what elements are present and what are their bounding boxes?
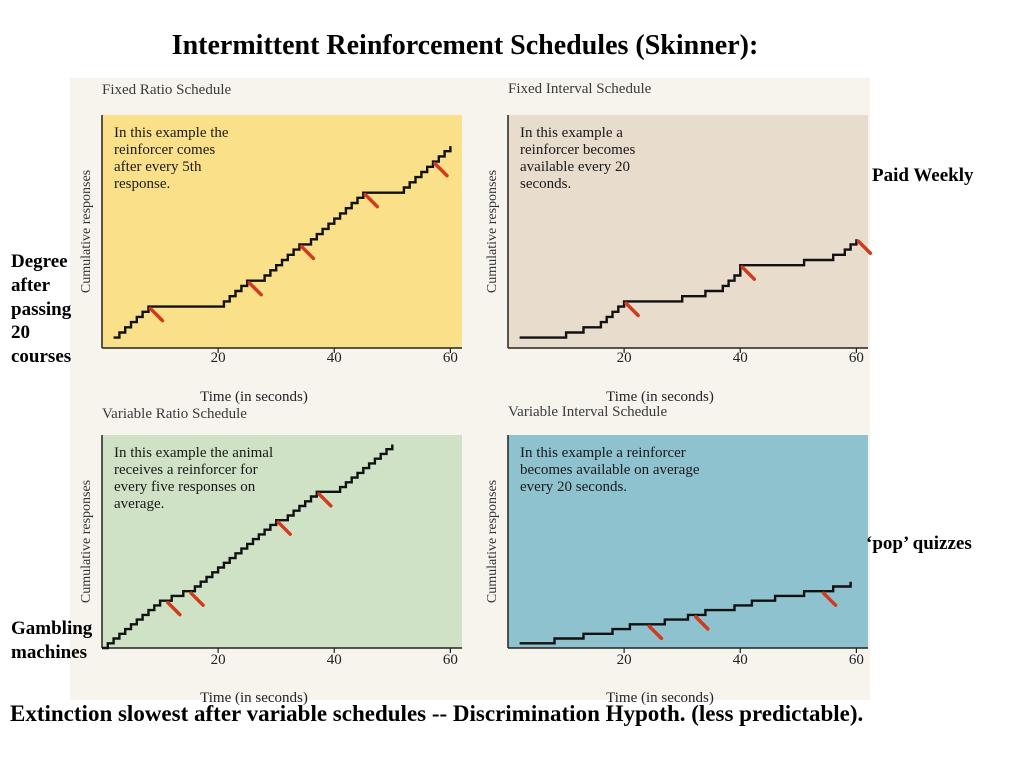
panel-title-variable-ratio: Variable Ratio Schedule [102, 406, 247, 422]
fixed-interval-plot: 20 40 60 Time (in seconds) Cumulative respon… [485, 115, 873, 405]
annotation-line: becomes available on average [520, 462, 700, 478]
variable-ratio-plot: 20 40 60 Time (in seconds) Cumulative respon… [79, 435, 462, 706]
plot-background [102, 435, 462, 648]
x-axis-label: Time (in seconds) [606, 389, 714, 405]
annotation-line: seconds. [520, 176, 571, 192]
annotation-line: In this example a reinforcer [520, 445, 686, 461]
annotation-line: every 20 seconds. [520, 479, 627, 495]
y-axis-label: Cumulative responses [79, 480, 94, 603]
reinforcer-mark [189, 591, 205, 607]
chart-fixed-ratio: 20 40 60 Time (in seconds) Cumulative respon… [72, 100, 462, 405]
reinforcer-mark [247, 280, 263, 297]
x-tick-label: 60 [443, 652, 458, 668]
x-axis-label: Time (in seconds) [200, 690, 308, 706]
reinforcer-mark [166, 600, 182, 617]
cumulative-response-line [519, 239, 858, 339]
x-tick-label: 20 [211, 652, 226, 668]
annotation-degree: Degree after passing 20 courses [11, 250, 71, 369]
x-tick-label: 40 [327, 350, 342, 366]
annotation-degree-line: after [11, 274, 51, 296]
annotation-line: after every 5th [114, 159, 202, 175]
fixed-ratio-plot: 20 40 60 Time (in seconds) Cumulative respon… [79, 115, 462, 405]
annotation-line: In this example the [114, 125, 229, 141]
x-axis-label: Time (in seconds) [200, 389, 308, 405]
slide-title: Intermittent Reinforcement Schedules (Sk… [171, 30, 759, 61]
reinforcer-mark [276, 520, 292, 536]
x-tick-label: 60 [849, 350, 864, 366]
y-axis-label: Cumulative responses [485, 170, 500, 293]
annotation-line: receives a reinforcer for [114, 462, 258, 478]
schedules-figure: Fixed Ratio Schedule Fixed Interval Sche… [70, 78, 873, 706]
annotation-line: available every 20 [520, 159, 630, 175]
annotation-text: In this example the reinforcer comes after… [114, 125, 229, 192]
x-tick-label: 60 [443, 350, 458, 366]
annotation-line: reinforcer becomes [520, 142, 636, 158]
chart-variable-interval: 20 40 60 Time (in seconds) Cumulative respon… [478, 424, 868, 706]
reinforcer-mark [148, 306, 165, 323]
reinforcer-mark [647, 624, 664, 641]
plot-background [508, 115, 868, 348]
reinforcer-mark [740, 265, 757, 281]
y-axis-label: Cumulative responses [485, 480, 500, 603]
y-axis-label: Cumulative responses [79, 170, 94, 293]
annotation-text: In this example a reinforcer becomes avail… [520, 125, 636, 192]
x-tick-label: 40 [733, 652, 748, 668]
annotation-paid-weekly: Paid Weekly [872, 165, 974, 186]
cumulative-response-line [113, 146, 452, 339]
x-tick-label: 40 [327, 652, 342, 668]
reinforcer-mark [317, 492, 333, 508]
reinforcer-mark [821, 591, 838, 607]
annotation-text: In this example the animal receives a rei… [114, 445, 273, 512]
chart-fixed-interval: 20 40 60 Time (in seconds) Cumulative respon… [478, 100, 873, 405]
reinforcer-mark [694, 615, 710, 631]
annotation-pop-quizzes: ‘pop’ quizzes [866, 533, 972, 554]
reinforcer-mark [624, 301, 640, 318]
x-tick-label: 40 [733, 350, 748, 366]
x-tick-label: 20 [617, 350, 632, 366]
x-tick-label: 20 [211, 350, 226, 366]
annotation-degree-line: Degree [11, 251, 68, 272]
footer-text: Extinction slowest after variable schedu… [10, 701, 864, 726]
annotation-line: every five responses on [114, 479, 256, 495]
reinforcer-mark [299, 244, 316, 261]
plot-background [102, 115, 462, 348]
panel-title-fixed-ratio: Fixed Ratio Schedule [102, 82, 232, 98]
annotation-line: In this example a [520, 125, 623, 141]
reinforcer-mark [433, 161, 449, 178]
variable-interval-plot: 20 40 60 Time (in seconds) Cumulative respon… [485, 435, 868, 706]
panel-title-variable-interval: Variable Interval Schedule [508, 404, 668, 420]
plot-background [508, 435, 868, 648]
x-axis-label: Time (in seconds) [606, 690, 714, 706]
annotation-gambling-line: machines [11, 641, 87, 663]
annotation-gambling-line: Gambling [11, 618, 93, 639]
annotation-line: reinforcer comes [114, 142, 215, 158]
reinforcer-mark [363, 192, 380, 209]
annotation-line: response. [114, 176, 170, 192]
chart-variable-ratio: 20 40 60 Time (in seconds) Cumulative respon… [72, 424, 462, 706]
annotation-degree-line: passing [11, 298, 72, 320]
annotation-degree-line: 20 [11, 322, 30, 344]
cumulative-response-line [102, 444, 394, 650]
annotation-degree-line: courses [11, 346, 72, 367]
annotation-line: average. [114, 496, 164, 512]
x-tick-label: 20 [617, 652, 632, 668]
annotation-line: In this example the animal [114, 445, 273, 461]
cumulative-response-line [519, 581, 852, 645]
annotation-text: In this example a reinforcer becomes avai… [520, 445, 700, 495]
panel-title-fixed-interval: Fixed Interval Schedule [508, 81, 652, 97]
annotation-gambling: Gambling machines [11, 617, 92, 665]
reinforcer-mark [856, 239, 873, 256]
x-tick-label: 60 [849, 652, 864, 668]
